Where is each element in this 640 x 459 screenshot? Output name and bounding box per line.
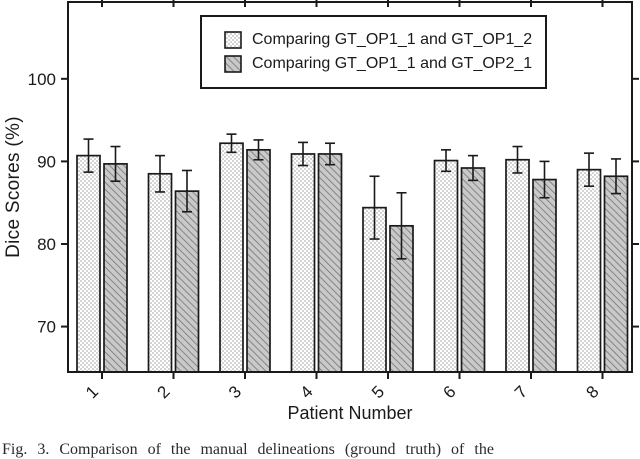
y-tick-label-100: 100	[28, 70, 56, 89]
bar-series1-patient2	[147, 172, 173, 373]
y-axis-title: Dice Scores (%)	[3, 116, 24, 258]
bar-series2-patient3	[246, 148, 271, 373]
bar-series2-patient2	[174, 190, 200, 373]
bar-series2-patient7	[532, 178, 557, 373]
x-tick-label-6: 6	[440, 382, 460, 402]
bar-series1-patient6	[433, 159, 459, 373]
x-tick-label-2: 2	[154, 382, 174, 402]
y-tick-label-90: 90	[37, 152, 56, 171]
legend-item-series1: Comparing GT_OP1_1 and GT_OP1_2	[224, 31, 545, 49]
plot-frame	[67, 1, 633, 373]
bar-series1-patient7	[505, 158, 530, 373]
bar-chart: 70 80 90 100 1 2 3 4 5 6 7 8	[28, 0, 639, 402]
x-tick-label-8: 8	[583, 382, 603, 402]
legend-item-series2: Comparing GT_OP1_1 and GT_OP2_1	[224, 55, 545, 73]
checker-swatch-icon	[224, 31, 242, 49]
diagonal-hatch-swatch-icon	[224, 55, 242, 73]
x-tick-label-3: 3	[225, 382, 245, 402]
bar-series1-patient8	[576, 168, 602, 373]
legend-label-series1: Comparing GT_OP1_1 and GT_OP1_2	[252, 31, 533, 48]
legend: Comparing GT_OP1_1 and GT_OP1_2 Comparin…	[200, 15, 547, 89]
x-axis-title: Patient Number	[287, 403, 413, 423]
bar-series2-patient8	[603, 175, 629, 373]
bar-series2-patient4	[317, 153, 343, 373]
x-tick-label-5: 5	[368, 382, 388, 402]
figure-caption: Fig. 3. Comparison of the manual delinea…	[2, 441, 494, 458]
legend-label-series2: Comparing GT_OP1_1 and GT_OP2_1	[252, 55, 533, 72]
bar-series1-patient4	[290, 153, 316, 373]
bar-series2-patient6	[460, 167, 486, 373]
x-tick-label-1: 1	[82, 382, 102, 402]
y-tick-label-70: 70	[37, 318, 56, 337]
bar-series2-patient1	[103, 163, 128, 373]
x-tick-label-7: 7	[511, 382, 531, 402]
x-tick-label-4: 4	[297, 382, 317, 402]
bar-series1-patient3	[219, 142, 244, 373]
bar-series1-patient1	[76, 154, 101, 373]
y-tick-label-80: 80	[37, 235, 56, 254]
